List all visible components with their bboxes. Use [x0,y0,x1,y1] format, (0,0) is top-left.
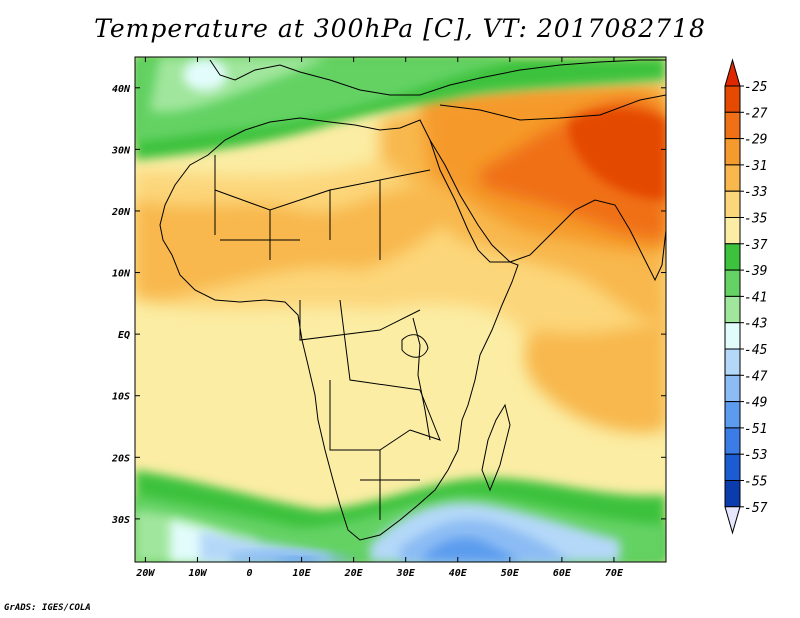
x-tick-label: 10W [188,568,207,579]
colorbar-label: -53 [744,448,767,463]
colorbar-label: -57 [744,501,768,516]
colorbar-swatch [724,190,741,218]
plot-frame [134,56,667,563]
colorbar-swatch [724,401,741,429]
x-tick-label: 20E [344,568,364,579]
y-tick-label: 30N [111,145,131,156]
colorbar-swatch [724,374,741,403]
y-tick-label: 20S [111,453,130,464]
coastlines [159,59,666,541]
colorbar-swatch [724,322,741,350]
x-axis-ticks: 20W 10W 0 10E 20E 30E 40E 50E 60E 70E [135,57,624,579]
colorbar-label: -31 [744,159,767,174]
colorbar-swatch [724,480,741,508]
colorbar-label: -29 [744,133,767,148]
colorbar-label: -43 [744,317,767,332]
x-tick-label: 0 [247,568,253,579]
colorbar-label: -49 [744,396,767,411]
colorbar-label: -47 [744,369,768,384]
colorbar-label: -45 [744,343,768,358]
colorbar-swatch [724,138,741,166]
temperature-field [135,57,666,562]
x-tick-label: 20W [135,568,155,579]
colorbar-swatch [724,427,741,455]
colorbar-label: -51 [744,422,767,437]
colorbar-bottom-arrow [724,506,741,535]
colorbar-swatch [724,348,741,376]
map-title: Temperature at 300hPa [C], VT: 201708271… [94,14,706,43]
y-tick-label: 10S [112,392,130,403]
x-tick-label: 60E [553,568,572,579]
x-tick-label: 30E [396,568,416,579]
colorbar-swatch [724,295,741,324]
colorbar-swatch [724,269,741,297]
y-tick-label: 30S [111,515,130,526]
colorbar-legend: -25 -27 -29 -31 -33 -35 -37 -39 -41 -43 -45 -47 -49 -… [724,58,768,535]
colorbar-label: -35 [744,212,768,227]
colorbar-label: -25 [744,80,768,95]
y-tick-label: 40N [112,84,131,95]
colorbar-swatch [724,164,741,192]
colorbar-swatch [724,85,741,113]
colorbar-swatch [724,217,741,245]
x-tick-label: 10E [293,568,312,579]
colorbar-label: -33 [744,185,767,200]
y-tick-label: 20N [111,207,131,218]
y-tick-label: 10N [112,269,131,280]
colorbar-label: -41 [744,290,767,305]
colorbar-label: -37 [744,238,768,253]
y-axis-ticks: 40N 30N 20N 10N EQ 10S 20S 30S [111,84,666,526]
colorbar-swatch [724,453,741,482]
colorbar-top-arrow [724,58,741,87]
colorbar-label: -27 [744,106,768,121]
x-tick-label: 40E [449,568,468,579]
x-tick-label: 70E [605,568,624,579]
colorbar-swatch [724,243,741,271]
colorbar-label: -55 [744,475,768,490]
colorbar-label: -39 [744,264,767,279]
y-tick-label: EQ [118,330,130,341]
x-tick-label: 50E [501,568,520,579]
colorbar-swatch [724,111,741,140]
grads-credit: GrADS: IGES/COLA [4,603,91,613]
